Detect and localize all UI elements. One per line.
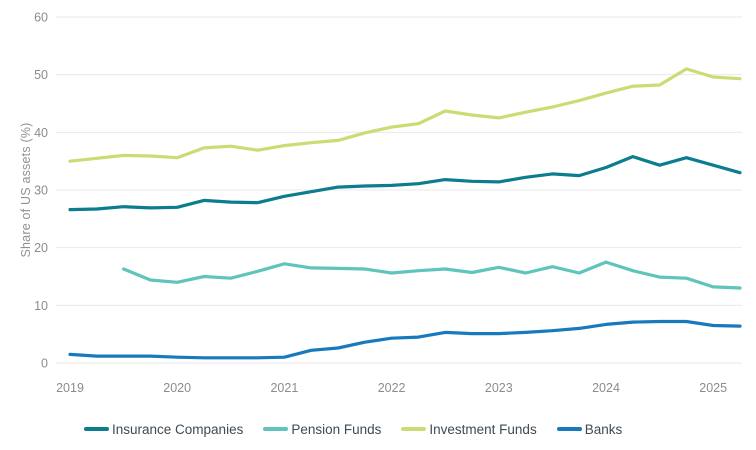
x-tick-label: 2022 (378, 381, 406, 395)
legend-swatch-investment-funds (401, 427, 427, 431)
chart-canvas: 0 10 20 30 40 50 60 2019 2020 2021 2022 2023 2024 202… (34, 11, 742, 395)
legend-item-investment-funds[interactable]: Investment Funds (401, 421, 537, 437)
y-tick-label: 40 (34, 126, 48, 140)
x-tick-label: 2023 (485, 381, 513, 395)
x-tick-label: 2024 (592, 381, 620, 395)
legend-label-insurance-companies: Insurance Companies (112, 421, 244, 437)
y-tick-label: 10 (34, 299, 48, 313)
series-line-insurance-companies (68, 155, 742, 212)
legend-item-insurance-companies[interactable]: Insurance Companies (84, 422, 243, 437)
y-tick-label: 50 (34, 68, 48, 82)
legend-swatch-pension-funds (263, 427, 289, 431)
legend-item-banks[interactable]: Banks (556, 421, 623, 437)
series-line-pension-funds (121, 260, 742, 290)
x-tick-label: 2020 (163, 381, 191, 395)
series-line-investment-funds (68, 67, 742, 163)
legend-swatch-insurance-companies (84, 427, 109, 431)
legend-label-investment-funds: Investment Funds (429, 421, 537, 437)
legend-label-banks: Banks (584, 421, 623, 437)
x-tick-label: 2021 (270, 381, 298, 395)
x-tick-label: 2025 (699, 381, 727, 395)
legend-label-pension-funds: Pension Funds (291, 421, 382, 437)
chart-legend: Insurance Companies Pension Funds Invest… (0, 414, 756, 444)
legend-swatch-banks (556, 427, 582, 431)
y-tick-label: 20 (34, 241, 48, 255)
y-tick-label: 60 (34, 11, 48, 25)
y-tick-label: 30 (34, 184, 48, 198)
series-line-banks (68, 319, 742, 360)
y-tick-label: 0 (41, 357, 48, 371)
x-tick-label: 2019 (56, 381, 84, 395)
legend-item-pension-funds[interactable]: Pension Funds (263, 422, 381, 437)
